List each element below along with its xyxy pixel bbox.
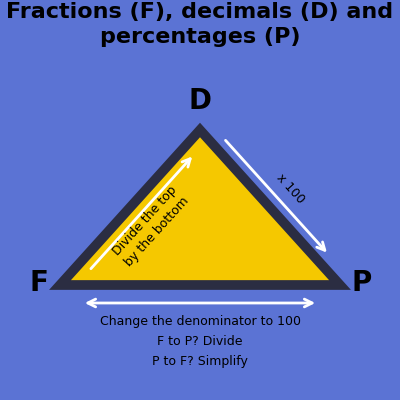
Text: F: F — [29, 269, 48, 297]
FancyArrowPatch shape — [91, 159, 190, 269]
FancyArrowPatch shape — [88, 299, 312, 307]
FancyArrowPatch shape — [226, 140, 325, 250]
Text: D: D — [188, 87, 212, 115]
Text: x 100: x 100 — [274, 171, 308, 206]
Text: Change the denominator to 100
F to P? Divide
P to F? Simplify: Change the denominator to 100 F to P? Di… — [100, 315, 300, 368]
Text: Fractions (F), decimals (D) and
percentages (P): Fractions (F), decimals (D) and percenta… — [6, 2, 394, 47]
Polygon shape — [60, 130, 340, 285]
Text: Divide the top
by the bottom: Divide the top by the bottom — [110, 184, 191, 269]
Text: P: P — [352, 269, 372, 297]
